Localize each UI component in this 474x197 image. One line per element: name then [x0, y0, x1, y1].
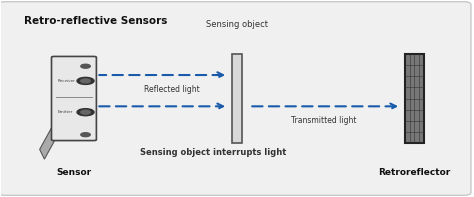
Text: Sensing object interrupts light: Sensing object interrupts light — [140, 148, 287, 157]
Text: Sensor: Sensor — [56, 168, 91, 177]
Text: Transmitted light: Transmitted light — [291, 116, 356, 125]
Polygon shape — [40, 128, 56, 159]
Text: Retro-reflective Sensors: Retro-reflective Sensors — [24, 16, 168, 26]
Bar — [232, 54, 242, 143]
Circle shape — [81, 79, 90, 83]
Circle shape — [81, 110, 90, 114]
Circle shape — [81, 64, 90, 68]
Text: Retroreflector: Retroreflector — [378, 168, 450, 177]
Circle shape — [77, 77, 94, 85]
FancyBboxPatch shape — [52, 57, 96, 140]
Bar — [405, 54, 424, 143]
Text: Emitter: Emitter — [58, 110, 73, 114]
Circle shape — [81, 133, 90, 137]
Text: Sensing object: Sensing object — [206, 20, 268, 29]
Circle shape — [77, 109, 94, 116]
Text: Receiver: Receiver — [58, 79, 75, 83]
FancyBboxPatch shape — [0, 2, 471, 195]
Text: Reflected light: Reflected light — [145, 85, 200, 94]
